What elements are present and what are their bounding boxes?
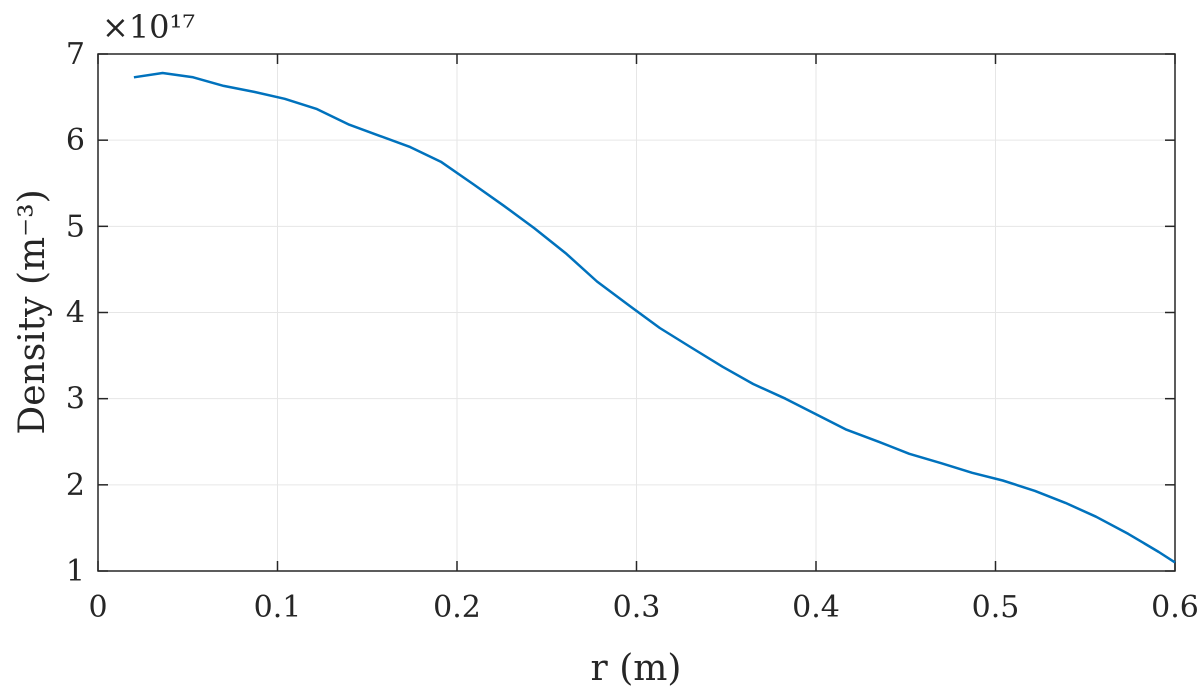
x-tick-label: 0.1 xyxy=(254,590,302,625)
x-tick-label: 0.5 xyxy=(972,590,1020,625)
y-tick-label: 5 xyxy=(66,209,85,244)
y-tick-labels: 1 2 3 4 5 6 7 xyxy=(66,37,85,589)
x-tick-label: 0 xyxy=(88,590,107,625)
y-tick-label: 3 xyxy=(66,382,85,417)
y-tick-label: 1 xyxy=(66,554,85,589)
y-exponent-label: ×10¹⁷ xyxy=(102,8,195,46)
y-axis-label: Density (m⁻³) xyxy=(12,189,53,434)
y-tick-label: 6 xyxy=(66,123,85,158)
x-tick-labels: 0 0.1 0.2 0.3 0.4 0.5 0.6 xyxy=(88,590,1198,625)
density-series-line xyxy=(133,71,1176,564)
x-tick-label: 0.3 xyxy=(613,590,661,625)
y-tick-label: 4 xyxy=(66,296,85,331)
x-tick-label: 0.6 xyxy=(1151,590,1199,625)
x-axis-label: r (m) xyxy=(591,648,682,689)
x-tick-label: 0.4 xyxy=(792,590,840,625)
plot-frame xyxy=(97,53,1176,572)
grid xyxy=(98,54,1175,571)
x-tick-label: 0.2 xyxy=(433,590,481,625)
y-tick-label: 2 xyxy=(66,468,85,503)
y-tick-label: 7 xyxy=(66,37,85,72)
